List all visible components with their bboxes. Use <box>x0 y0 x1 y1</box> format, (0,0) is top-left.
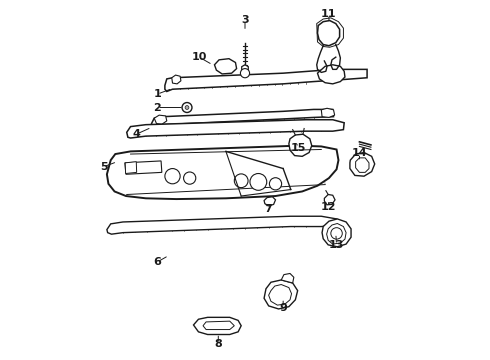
Text: 13: 13 <box>329 240 344 250</box>
Polygon shape <box>269 284 292 305</box>
Polygon shape <box>289 134 312 156</box>
Polygon shape <box>264 280 297 309</box>
Circle shape <box>331 228 343 239</box>
Polygon shape <box>107 216 337 234</box>
Polygon shape <box>125 161 162 174</box>
Polygon shape <box>324 194 335 205</box>
Polygon shape <box>172 75 181 84</box>
Text: 4: 4 <box>132 129 140 139</box>
Polygon shape <box>322 219 351 247</box>
Circle shape <box>270 178 282 190</box>
Text: 15: 15 <box>291 143 306 153</box>
Polygon shape <box>356 158 369 172</box>
Circle shape <box>182 103 192 112</box>
Text: 3: 3 <box>241 15 249 25</box>
Polygon shape <box>154 115 167 124</box>
Circle shape <box>165 168 180 184</box>
Text: 9: 9 <box>279 303 287 313</box>
Text: 8: 8 <box>215 339 222 349</box>
Polygon shape <box>321 108 335 117</box>
Polygon shape <box>125 162 137 174</box>
Polygon shape <box>203 321 234 329</box>
Text: 10: 10 <box>192 52 207 62</box>
Text: 14: 14 <box>352 148 368 158</box>
Text: 11: 11 <box>321 9 337 19</box>
Polygon shape <box>281 274 294 283</box>
Circle shape <box>185 105 189 109</box>
Polygon shape <box>318 21 340 46</box>
Polygon shape <box>264 197 275 206</box>
Text: 2: 2 <box>153 103 161 113</box>
Polygon shape <box>194 318 241 334</box>
Text: 12: 12 <box>321 202 337 212</box>
Circle shape <box>241 69 249 78</box>
Circle shape <box>184 172 196 184</box>
Polygon shape <box>242 65 248 72</box>
Polygon shape <box>127 120 344 138</box>
Polygon shape <box>318 65 345 84</box>
Text: 6: 6 <box>153 257 161 267</box>
Text: 1: 1 <box>153 89 161 99</box>
Polygon shape <box>151 109 334 129</box>
Polygon shape <box>327 224 346 244</box>
Polygon shape <box>350 153 375 176</box>
Polygon shape <box>165 69 367 91</box>
Circle shape <box>234 174 248 188</box>
Text: 7: 7 <box>264 204 272 213</box>
Circle shape <box>250 174 267 190</box>
Polygon shape <box>215 59 237 74</box>
Polygon shape <box>107 146 339 199</box>
Text: 5: 5 <box>100 162 108 172</box>
